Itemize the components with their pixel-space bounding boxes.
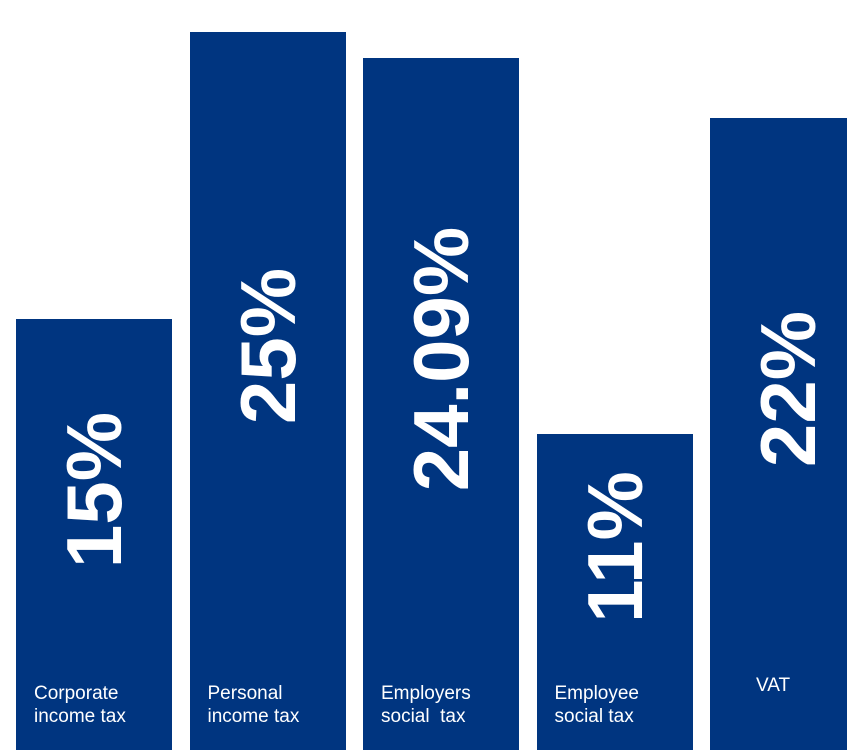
data-label: 11% [570, 471, 659, 623]
category-label: Corporate income tax [34, 682, 126, 728]
category-label: Personal income tax [208, 682, 300, 728]
category-label: Employers social tax [381, 682, 471, 728]
category-label-line: Employers [381, 682, 471, 704]
category-label-line: Personal [207, 682, 283, 704]
category-label: Employee social tax [555, 682, 640, 728]
category-label-line: income tax [34, 705, 126, 727]
category-label-line: Employee [554, 682, 640, 704]
bar: 15% Corporate income tax [16, 319, 172, 750]
bar: 11% Employee social tax [536, 434, 693, 750]
category-label-line: VAT [756, 674, 791, 696]
data-label: 15% [50, 411, 138, 568]
data-label: 22% [744, 310, 832, 468]
data-label: 25% [223, 267, 312, 425]
bar: 25% Personal income tax [189, 31, 346, 750]
data-label: 24.09% [397, 226, 485, 492]
bar: 22% VAT [710, 118, 847, 750]
category-label-line: social tax [381, 705, 466, 727]
category-label-line: Corporate [34, 682, 119, 704]
category-label-line: social tax [554, 705, 634, 727]
category-label: VAT [756, 674, 790, 697]
bar: 24.09% Employers social tax [363, 58, 519, 750]
category-label-line: income tax [207, 705, 300, 727]
